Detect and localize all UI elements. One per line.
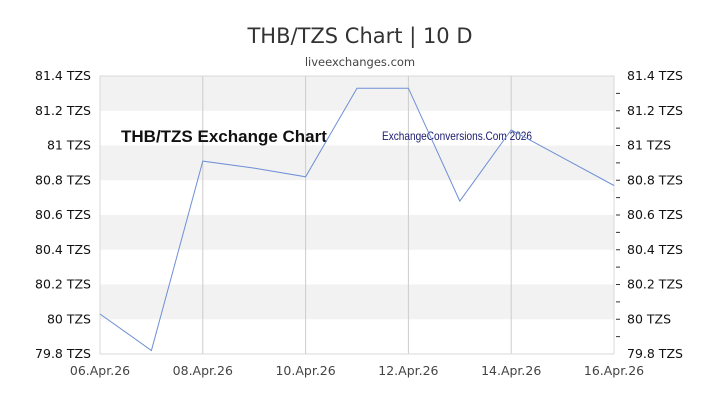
grid-band bbox=[100, 145, 614, 181]
y-tick-label-left: 80.2 TZS bbox=[35, 277, 91, 292]
y-axis-left: 81.4 TZS 81.2 TZS 81 TZS 80.8 TZS 80.6 TZS 80… bbox=[35, 68, 91, 361]
x-axis: 06.Apr.26 08.Apr.26 10.Apr.26 12.Apr.26 14.A… bbox=[70, 363, 644, 378]
y-tick-label-right: 80.8 TZS bbox=[627, 172, 683, 187]
y-tick-label-right: 80.4 TZS bbox=[627, 242, 683, 257]
y-tick-label-right: 81.2 TZS bbox=[627, 103, 683, 118]
y-axis-right: 81.4 TZS 81.2 TZS 81 TZS 80.8 TZS 80.6 TZS 80… bbox=[627, 68, 683, 361]
chart-title: THB/TZS Chart | 10 D bbox=[247, 24, 473, 48]
grid-band bbox=[100, 215, 614, 250]
y-tick-label-right: 79.8 TZS bbox=[627, 346, 683, 361]
grid-band bbox=[100, 76, 614, 111]
y-tick-label-left: 80 TZS bbox=[47, 311, 91, 326]
right-axis-ticks bbox=[616, 92, 620, 338]
watermark-site: ExchangeConversions.Com 2026 bbox=[382, 129, 532, 143]
y-tick-label-right: 80 TZS bbox=[627, 311, 671, 326]
y-tick-label-left: 81.4 TZS bbox=[35, 68, 91, 83]
x-tick-label: 10.Apr.26 bbox=[275, 363, 335, 378]
vertical-gridlines bbox=[202, 76, 512, 354]
x-tick-label: 12.Apr.26 bbox=[378, 363, 438, 378]
y-tick-label-right: 81.4 TZS bbox=[627, 68, 683, 83]
y-tick-label-left: 80.6 TZS bbox=[35, 207, 91, 222]
x-tick-label: 14.Apr.26 bbox=[481, 363, 541, 378]
chart-subtitle: liveexchanges.com bbox=[304, 55, 416, 69]
plot-frame bbox=[99, 75, 615, 355]
x-tick-label: 08.Apr.26 bbox=[173, 363, 233, 378]
x-tick-label: 16.Apr.26 bbox=[584, 363, 644, 378]
y-tick-label-right: 80.2 TZS bbox=[627, 277, 683, 292]
grid-bands bbox=[100, 76, 614, 320]
y-tick-label-left: 80.4 TZS bbox=[35, 242, 91, 257]
y-tick-label-left: 81 TZS bbox=[47, 138, 91, 153]
y-tick-label-left: 81.2 TZS bbox=[35, 103, 91, 118]
y-tick-label-left: 80.8 TZS bbox=[35, 172, 91, 187]
series-line-thb-tzs bbox=[99, 87, 615, 352]
y-tick-label-right: 81 TZS bbox=[627, 138, 671, 153]
grid-band bbox=[100, 284, 614, 320]
y-tick-label-right: 80.6 TZS bbox=[627, 207, 683, 222]
x-tick-label: 06.Apr.26 bbox=[70, 363, 130, 378]
y-tick-label-left: 79.8 TZS bbox=[35, 346, 91, 361]
watermark-chart-name: THB/TZS Exchange Chart bbox=[121, 127, 327, 146]
